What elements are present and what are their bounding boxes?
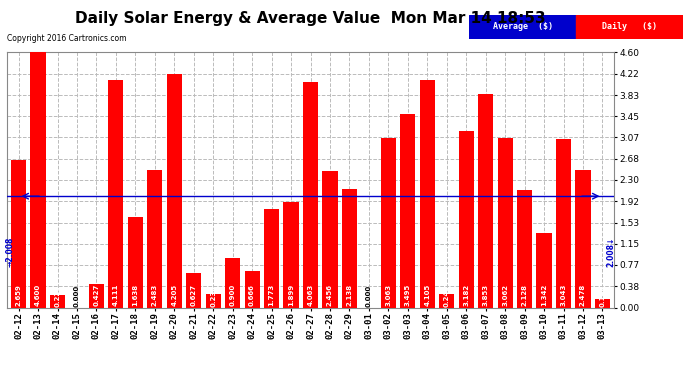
Text: 4.105: 4.105 [424,284,431,306]
Bar [30,53,46,308]
Bar [11,160,26,308]
Text: Daily   ($): Daily ($) [602,22,657,31]
Bar [186,273,201,308]
Bar [556,139,571,308]
Text: 4.111: 4.111 [113,284,119,306]
Text: 1.638: 1.638 [132,284,139,306]
Bar [459,131,474,308]
Bar [225,258,240,307]
Text: 0.427: 0.427 [93,284,99,306]
Text: 0.900: 0.900 [230,284,236,306]
Bar [128,217,143,308]
Text: 0.000: 0.000 [74,285,80,307]
Text: Average  ($): Average ($) [493,22,553,31]
Text: Copyright 2016 Cartronics.com: Copyright 2016 Cartronics.com [7,34,126,43]
Bar [595,299,610,307]
Bar [206,294,221,307]
Text: 0.666: 0.666 [249,285,255,306]
Text: 3.063: 3.063 [385,284,391,306]
Text: Daily Solar Energy & Average Value  Mon Mar 14 18:53: Daily Solar Energy & Average Value Mon M… [75,11,546,26]
Bar [50,295,65,307]
Text: 2.008↓: 2.008↓ [607,237,615,267]
Bar [517,189,532,308]
Text: 1.899: 1.899 [288,284,294,306]
Text: 0.000: 0.000 [366,285,372,307]
Bar [536,233,551,308]
Bar [575,170,591,308]
Text: 4.205: 4.205 [171,284,177,306]
Text: 3.043: 3.043 [560,284,566,306]
Text: 0.627: 0.627 [190,284,197,306]
Text: 2.483: 2.483 [152,284,158,306]
Bar [576,15,683,39]
Text: 4.600: 4.600 [35,284,41,306]
Bar [497,138,513,308]
Text: 4.063: 4.063 [308,284,313,306]
Text: 3.853: 3.853 [482,284,489,306]
Text: 2.456: 2.456 [327,284,333,306]
Text: 3.495: 3.495 [405,284,411,306]
Bar [264,209,279,308]
Bar [147,170,162,308]
Bar [167,74,182,307]
Bar [244,271,259,308]
Text: 2.138: 2.138 [346,284,353,306]
Bar [108,80,124,308]
Text: 0.227: 0.227 [55,285,61,307]
Text: 3.062: 3.062 [502,284,508,306]
Bar [89,284,104,308]
Text: 0.245: 0.245 [444,285,450,307]
Bar [478,94,493,308]
Text: →2.008: →2.008 [6,237,14,267]
Text: 2.659: 2.659 [16,285,21,306]
Text: 0.236: 0.236 [210,285,216,307]
Bar [400,114,415,308]
Text: 1.773: 1.773 [268,284,275,306]
Text: 0.146: 0.146 [600,285,605,307]
Text: 2.478: 2.478 [580,284,586,306]
Bar [322,171,337,308]
Bar [439,294,454,307]
Bar [381,138,396,308]
Bar [469,15,576,39]
Text: 3.182: 3.182 [463,284,469,306]
Bar [284,202,299,308]
Bar [420,80,435,308]
Bar [303,82,318,308]
Text: 2.128: 2.128 [522,284,528,306]
Bar [342,189,357,308]
Text: 1.342: 1.342 [541,284,547,306]
